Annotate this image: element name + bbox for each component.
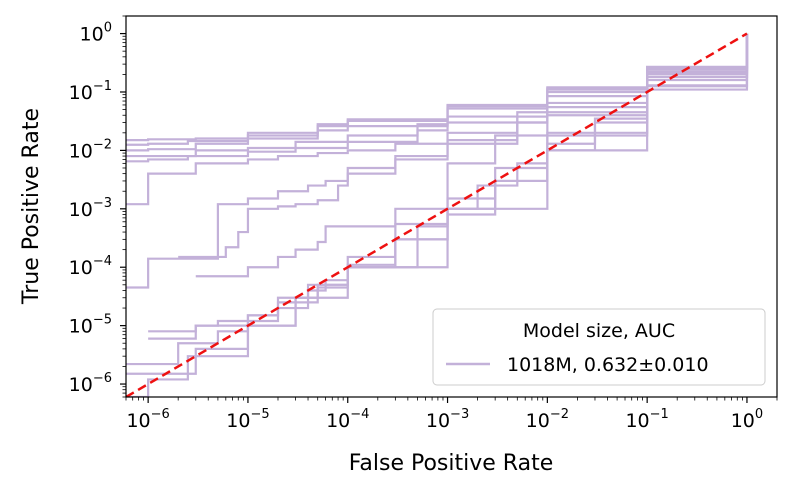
y-tick-label-2: 10−4 bbox=[69, 254, 112, 279]
random-baseline bbox=[126, 32, 748, 397]
legend-title: Model size, AUC bbox=[523, 320, 675, 342]
roc-curve-5 bbox=[126, 33, 749, 163]
legend-box bbox=[432, 308, 766, 386]
x-axis-ticks: 10−6 10−5 10−4 10−3 10−2 10−1 100 bbox=[125, 397, 778, 432]
x-tick-label-0: 10−6 bbox=[126, 407, 169, 432]
x-tick-label-4: 10−2 bbox=[526, 407, 569, 432]
y-tick-label-0: 10−6 bbox=[69, 371, 112, 396]
x-tick-label-1: 10−5 bbox=[226, 407, 269, 432]
x-axis-label: False Positive Rate bbox=[349, 451, 553, 476]
legend: Model size, AUC 1018M, 0.632±0.010 bbox=[432, 308, 766, 386]
y-tick-label-6: 100 bbox=[80, 21, 112, 46]
y-tick-label-5: 10−1 bbox=[69, 79, 112, 104]
x-tick-label-2: 10−4 bbox=[326, 407, 369, 432]
x-tick-label-3: 10−3 bbox=[426, 407, 469, 432]
x-tick-label-5: 10−1 bbox=[625, 407, 668, 432]
roc-curve-14 bbox=[126, 33, 749, 397]
y-tick-label-1: 10−5 bbox=[69, 313, 112, 338]
legend-entry-label: 1018M, 0.632±0.010 bbox=[507, 354, 709, 376]
y-tick-label-4: 10−2 bbox=[69, 137, 112, 162]
y-tick-label-3: 10−3 bbox=[69, 196, 112, 221]
y-axis-ticks: 10−6 10−5 10−4 10−3 10−2 10−1 100 bbox=[69, 15, 126, 398]
plot-frame bbox=[125, 15, 778, 398]
roc-curve-13 bbox=[148, 33, 749, 340]
roc-curve-6 bbox=[126, 33, 749, 206]
roc-curve-10 bbox=[126, 33, 749, 366]
x-tick-label-6: 100 bbox=[731, 407, 763, 432]
roc-curve-4 bbox=[126, 33, 749, 158]
y-axis-label: True Positive Rate bbox=[19, 108, 44, 305]
baseline-layer bbox=[126, 32, 748, 397]
